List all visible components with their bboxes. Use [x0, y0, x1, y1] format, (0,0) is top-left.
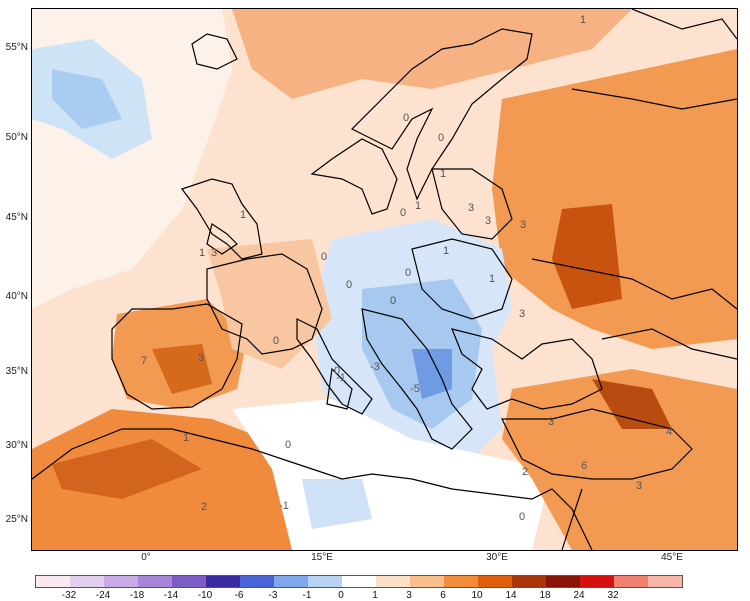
contour-label: 0: [285, 439, 291, 451]
contour-label: 3: [485, 215, 491, 227]
contour-label: -1: [336, 372, 346, 384]
map-frame: 0 0 0 0 0 0 0 0 0 1 1 1 1 1 1 3 3 3 3 3 3 3 4 6 7 2 -1 -1 -3 -5 3 0 1 0 2 1: [31, 8, 738, 551]
contour-label: 3: [636, 480, 642, 492]
contour-label: -1: [279, 500, 289, 512]
colorbar-tick-label: -10: [197, 590, 213, 601]
lon-label: 15°E: [311, 552, 333, 563]
colorbar-swatch: [138, 576, 172, 587]
contour-label: 0: [273, 335, 279, 347]
contour-label: 0: [321, 251, 327, 263]
lon-label: 45°E: [661, 552, 683, 563]
lat-label: 50°N: [5, 132, 28, 143]
colorbar-tick-label: 14: [505, 590, 517, 601]
contour-label: 0: [405, 267, 411, 279]
colorbar-swatch: [172, 576, 206, 587]
colorbar-swatch: [546, 576, 580, 587]
colorbar-tick-label: -1: [302, 590, 312, 601]
colorbar-tick-label: -6: [234, 590, 244, 601]
contour-label: 4: [666, 426, 672, 438]
contour-label: 7: [141, 355, 147, 367]
contour-label: 3: [519, 308, 525, 320]
colorbar-swatch: [206, 576, 240, 587]
colorbar-tick-label: 10: [471, 590, 483, 601]
colorbar-tick-label: 18: [539, 590, 551, 601]
colorbar-tick-label: 24: [573, 590, 585, 601]
contour-label: 0: [334, 365, 340, 377]
colorbar-swatch: [580, 576, 614, 587]
contour-label: 2: [201, 501, 207, 513]
contour-label: -3: [370, 361, 380, 373]
contour-label: 0: [390, 295, 396, 307]
contour-label: 0: [519, 511, 525, 523]
contour-label: 2: [522, 466, 528, 478]
colorbar-tick-label: 6: [440, 590, 446, 601]
colorbar-swatch: [342, 576, 376, 587]
contour-label: 1: [580, 14, 586, 26]
colorbar-tick-label: -3: [268, 590, 278, 601]
colorbar-swatch: [274, 576, 308, 587]
colorbar: [35, 575, 683, 588]
colorbar-tick-label: 3: [406, 590, 412, 601]
contour-label: 1: [183, 432, 189, 444]
colorbar-swatch: [648, 576, 682, 587]
colorbar-swatch: [512, 576, 546, 587]
colorbar-swatch: [240, 576, 274, 587]
contour-label: 3: [198, 352, 204, 364]
lat-label: 35°N: [5, 366, 28, 377]
contour-label: 6: [581, 460, 587, 472]
contour-label: 1: [489, 273, 495, 285]
lat-label: 25°N: [5, 514, 28, 525]
contour-label: 1: [199, 247, 205, 259]
lat-label: 55°N: [5, 42, 28, 53]
lon-label: 0°: [141, 552, 151, 563]
colorbar-tick-label: -14: [163, 590, 179, 601]
contour-label: 3: [548, 416, 554, 428]
colorbar-swatch: [104, 576, 138, 587]
contour-label: 0: [403, 112, 409, 124]
contour-label: 0: [346, 279, 352, 291]
colorbar-tick-label: 0: [338, 590, 344, 601]
colorbar-tick-label: -18: [129, 590, 145, 601]
contour-label: 1: [240, 209, 246, 221]
colorbar-swatch: [376, 576, 410, 587]
colorbar-swatch: [444, 576, 478, 587]
lat-label: 40°N: [5, 291, 28, 302]
colorbar-tick-label: -32: [61, 590, 77, 601]
lon-label: 30°E: [486, 552, 508, 563]
colorbar-swatch: [410, 576, 444, 587]
colorbar-swatch: [308, 576, 342, 587]
lat-label: 45°N: [5, 212, 28, 223]
contour-label: 1: [415, 200, 421, 212]
contour-label: 3: [468, 202, 474, 214]
contour-label: 0: [400, 207, 406, 219]
lat-label: 30°N: [5, 440, 28, 451]
colorbar-tick-label: 1: [372, 590, 378, 601]
colorbar-tick-label: 32: [607, 590, 619, 601]
contour-label: 3: [520, 219, 526, 231]
colorbar-swatch: [478, 576, 512, 587]
contour-label: -5: [410, 383, 420, 395]
colorbar-tick-label: -24: [95, 590, 111, 601]
colorbar-swatch: [70, 576, 104, 587]
colorbar-swatch: [614, 576, 648, 587]
contour-label: 3: [211, 247, 217, 259]
contour-label: 0: [438, 132, 444, 144]
contour-label: 1: [440, 168, 446, 180]
contour-label: 1: [443, 245, 449, 257]
colorbar-swatch: [36, 576, 70, 587]
